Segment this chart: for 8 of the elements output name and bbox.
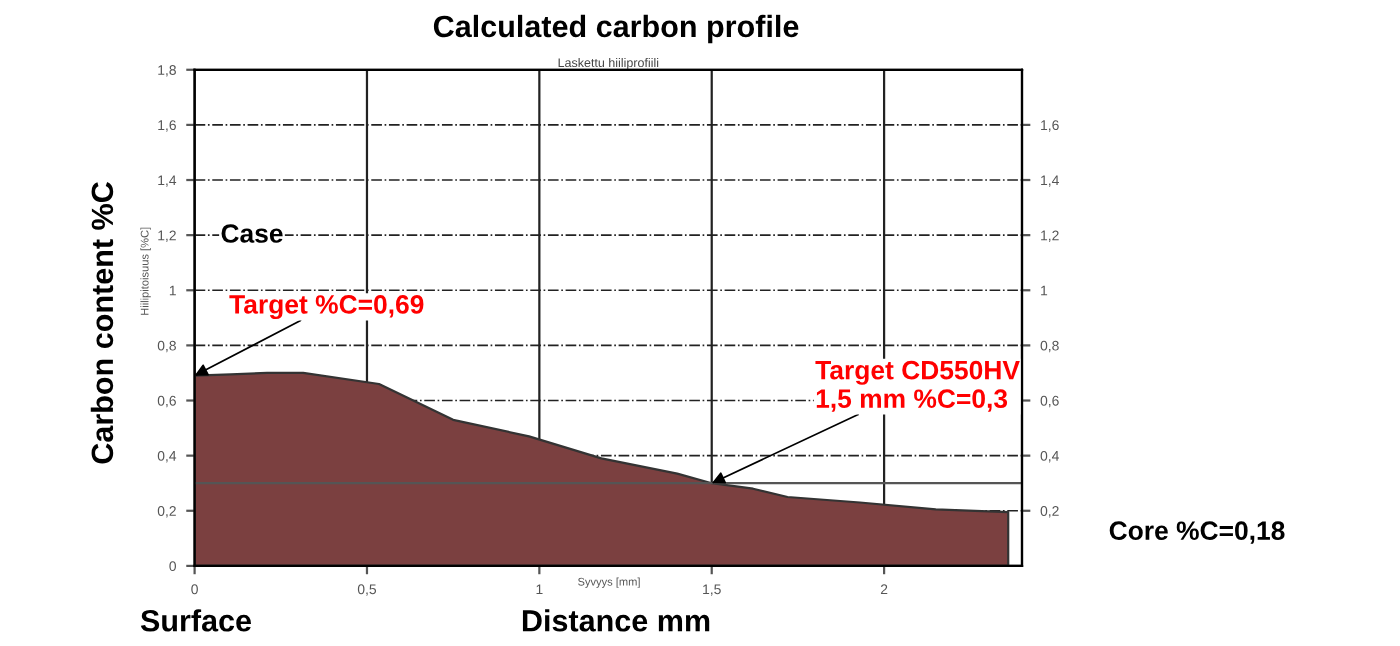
annotation: Target CD550HV 1,5 mm %C=0,3 [815,360,1020,412]
y-axis-title: Carbon content %C [90,182,114,464]
annotation: Case [221,224,283,243]
annotation: Target %C=0,69 [229,295,424,320]
x-axis-title: Distance mm [522,609,710,632]
text: Surface [140,609,252,632]
text: Core %C=0,18 [1109,521,1285,544]
chart-title: Calculated carbon profile [433,14,799,44]
